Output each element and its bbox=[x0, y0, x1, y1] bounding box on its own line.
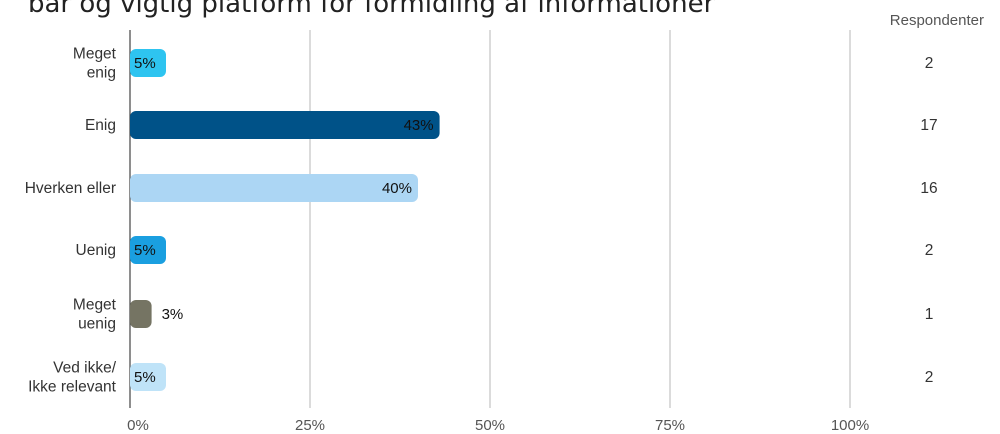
x-tick-label: 25% bbox=[295, 417, 325, 434]
bar bbox=[130, 236, 166, 264]
category-label: Hverken eller bbox=[25, 180, 116, 197]
respondent-count: 2 bbox=[925, 369, 934, 386]
bar bbox=[130, 300, 152, 328]
respondent-count: 17 bbox=[920, 117, 937, 134]
category-label: Enig bbox=[85, 117, 116, 134]
x-tick-label: 50% bbox=[475, 417, 505, 434]
x-tick-label: 100% bbox=[831, 417, 869, 434]
bar bbox=[130, 174, 418, 202]
bar bbox=[130, 363, 166, 391]
category-label: Meget bbox=[73, 46, 117, 63]
respondent-count: 1 bbox=[925, 306, 934, 323]
x-tick-label: 0% bbox=[127, 417, 149, 434]
respondent-count: 16 bbox=[920, 180, 937, 197]
category-label: uenig bbox=[78, 316, 116, 333]
respondents-header: Respondenter bbox=[889, 12, 984, 29]
respondent-count: 2 bbox=[925, 55, 934, 72]
data-label: 40% bbox=[382, 180, 412, 197]
category-label: Uenig bbox=[76, 242, 117, 259]
category-label: enig bbox=[87, 65, 116, 82]
data-label: 3% bbox=[162, 306, 184, 323]
data-label: 43% bbox=[404, 117, 434, 134]
chart-title: bar og vigtig platform for formidling af… bbox=[28, 0, 715, 19]
data-label: 5% bbox=[134, 55, 156, 72]
bar bbox=[130, 111, 440, 139]
category-label: Meget bbox=[73, 297, 117, 314]
x-tick-label: 75% bbox=[655, 417, 685, 434]
respondent-count: 2 bbox=[925, 242, 934, 259]
data-label: 5% bbox=[134, 242, 156, 259]
data-label: 5% bbox=[134, 369, 156, 386]
bar bbox=[130, 49, 166, 77]
category-label: Ved ikke/ bbox=[53, 360, 117, 377]
category-label: Ikke relevant bbox=[28, 379, 117, 396]
